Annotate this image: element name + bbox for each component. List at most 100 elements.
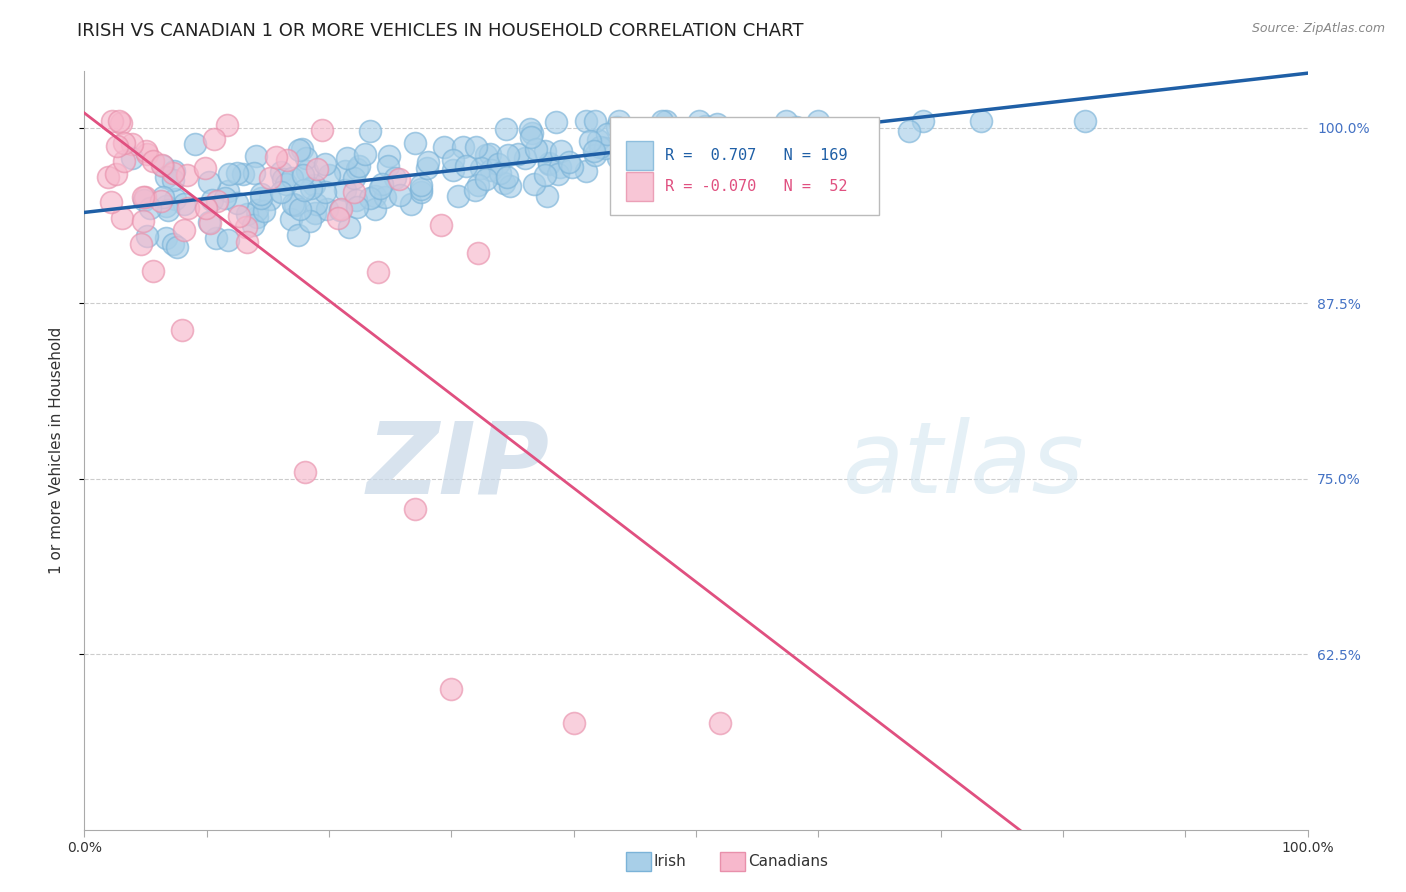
Point	[205, 194, 228, 208]
Point	[264, 150, 287, 164]
Point	[664, 144, 686, 158]
Point	[536, 189, 558, 203]
FancyBboxPatch shape	[626, 172, 654, 201]
Point	[245, 149, 267, 163]
Text: R = -0.070   N =  52: R = -0.070 N = 52	[665, 178, 848, 194]
Point	[524, 142, 547, 156]
Point	[135, 144, 157, 158]
Point	[337, 219, 360, 234]
Point	[291, 168, 314, 182]
Point	[583, 148, 606, 162]
Point	[655, 113, 678, 128]
Point	[217, 184, 239, 198]
Point	[305, 162, 328, 177]
Point	[121, 152, 143, 166]
Point	[291, 142, 314, 156]
Point	[136, 147, 159, 161]
Point	[163, 164, 186, 178]
Point	[195, 201, 218, 215]
Point	[496, 147, 519, 161]
Point	[593, 141, 616, 155]
Point	[519, 122, 541, 136]
Point	[290, 202, 312, 217]
Point	[492, 177, 515, 191]
Text: ZIP: ZIP	[366, 417, 550, 514]
Point	[155, 169, 177, 184]
Point	[141, 153, 163, 168]
Point	[284, 198, 307, 212]
Point	[305, 196, 328, 211]
Point	[342, 185, 364, 199]
FancyBboxPatch shape	[610, 117, 880, 216]
Point	[150, 158, 173, 172]
Point	[329, 202, 352, 217]
Point	[287, 228, 309, 243]
Point	[246, 203, 269, 218]
Point	[311, 123, 333, 137]
Point	[184, 136, 207, 151]
Point	[132, 189, 155, 203]
Point	[364, 188, 387, 202]
Point	[194, 161, 217, 175]
Point	[173, 223, 195, 237]
Point	[276, 177, 298, 191]
Point	[522, 126, 544, 140]
Point	[270, 185, 292, 199]
Point	[318, 168, 340, 182]
Point	[479, 163, 502, 178]
Point	[162, 166, 184, 180]
Point	[478, 147, 501, 161]
Point	[520, 129, 543, 144]
Point	[236, 235, 259, 249]
Point	[197, 176, 219, 190]
Point	[544, 115, 567, 129]
Point	[506, 146, 529, 161]
Point	[202, 132, 225, 146]
Point	[404, 136, 426, 150]
Point	[111, 211, 134, 226]
Point	[411, 186, 433, 200]
Point	[834, 151, 856, 165]
Point	[367, 265, 389, 279]
Point	[281, 197, 304, 211]
Point	[582, 144, 605, 158]
Point	[149, 194, 172, 208]
Text: atlas: atlas	[842, 417, 1084, 514]
Point	[589, 140, 612, 154]
Point	[637, 135, 659, 149]
Point	[157, 202, 180, 217]
Point	[246, 210, 269, 224]
Point	[276, 153, 298, 168]
Point	[162, 173, 184, 187]
Point	[152, 189, 174, 203]
FancyBboxPatch shape	[626, 141, 654, 169]
Point	[454, 160, 477, 174]
Point	[785, 155, 807, 169]
Point	[97, 169, 120, 184]
Point	[706, 117, 728, 131]
Point	[692, 134, 714, 148]
Point	[162, 236, 184, 251]
Point	[897, 124, 920, 138]
Point	[561, 160, 583, 174]
Point	[100, 194, 122, 209]
Point	[441, 153, 464, 167]
Point	[679, 145, 702, 159]
Text: Canadians: Canadians	[748, 855, 828, 869]
Point	[470, 161, 492, 176]
Point	[249, 191, 271, 205]
Point	[475, 147, 498, 161]
Point	[558, 154, 581, 169]
Point	[232, 168, 254, 182]
Point	[136, 229, 159, 244]
Point	[112, 153, 135, 168]
Point	[970, 113, 993, 128]
Point	[330, 202, 353, 216]
Point	[299, 213, 322, 227]
Text: R =  0.707   N = 169: R = 0.707 N = 169	[665, 148, 848, 162]
Point	[215, 118, 238, 132]
Point	[228, 210, 250, 224]
Point	[550, 145, 572, 159]
Point	[399, 197, 422, 211]
Point	[775, 135, 797, 149]
